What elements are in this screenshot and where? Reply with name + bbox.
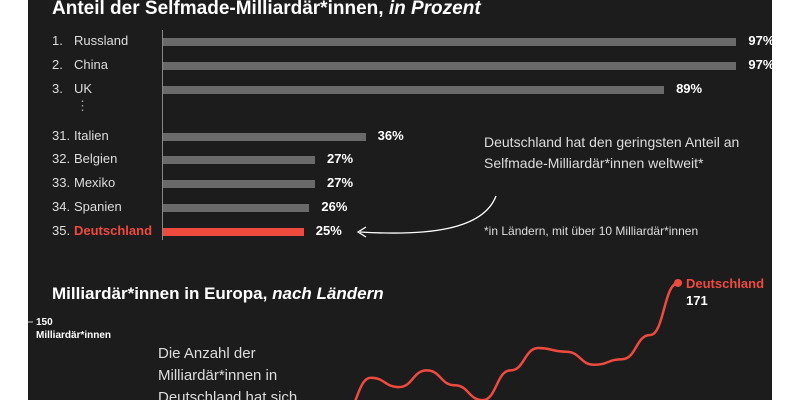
- footnote: *in Ländern, mit über 10 Milliardär*inne…: [484, 224, 699, 238]
- bar: [163, 38, 737, 46]
- bar: [163, 86, 665, 94]
- country-label: UK: [74, 81, 93, 96]
- bar-axis: [162, 30, 163, 240]
- bar-value-label: 36%: [377, 128, 404, 143]
- country-label: Belgien: [74, 151, 118, 166]
- country-label: Mexiko: [74, 175, 116, 190]
- series-end-value: 171: [686, 293, 708, 308]
- country-label: Spanien: [74, 199, 122, 214]
- rank-label: 3.: [52, 81, 63, 96]
- bar-value-label: 89%: [676, 81, 703, 96]
- country-label: Russland: [74, 33, 129, 48]
- ellipsis: ⋮: [76, 98, 89, 113]
- bar: [163, 62, 737, 70]
- bar: [163, 156, 315, 164]
- rank-label: 31.: [52, 128, 71, 143]
- end-point-marker: [674, 278, 682, 287]
- rank-label: 2.: [52, 57, 63, 72]
- rank-label: 1.: [52, 33, 63, 48]
- bar-value-label: 25%: [315, 223, 342, 238]
- infographic-panel: Anteil der Selfmade-Milliardär*innen, in…: [28, 0, 772, 400]
- bar: [163, 204, 310, 212]
- rank-label: 34.: [52, 199, 71, 214]
- arrow-head: [356, 226, 367, 238]
- country-label: China: [74, 57, 108, 72]
- bar-value-label: 27%: [327, 175, 354, 190]
- bar: [163, 228, 304, 236]
- line-chart-title: Milliardär*innen in Europa, nach Ländern: [52, 284, 384, 303]
- bar-value-label: 26%: [321, 199, 348, 214]
- bar-value-label: 97%: [748, 57, 772, 72]
- annotation-text: Deutschland hat den geringsten Anteil an…: [484, 134, 740, 171]
- bar: [163, 133, 366, 141]
- annotation-arrow: [359, 195, 497, 234]
- country-label: Deutschland: [74, 223, 153, 238]
- bar-chart-title: Anteil der Selfmade-Milliardär*innen, in…: [52, 0, 481, 19]
- country-label: Italien: [74, 128, 109, 143]
- series-line-deutschland: [354, 281, 679, 400]
- bar: [163, 180, 315, 188]
- rank-label: 35.: [52, 223, 71, 238]
- series-label: Deutschland: [686, 276, 765, 291]
- y-tick-label: 150 Milliardär*innen: [36, 317, 112, 341]
- bar-value-label: 27%: [327, 151, 354, 166]
- rank-label: 32.: [52, 151, 71, 166]
- rank-label: 33.: [52, 175, 71, 190]
- bar-value-label: 97%: [748, 33, 772, 48]
- line-annotation: Die Anzahl der Milliardär*innen in Deuts…: [158, 345, 298, 400]
